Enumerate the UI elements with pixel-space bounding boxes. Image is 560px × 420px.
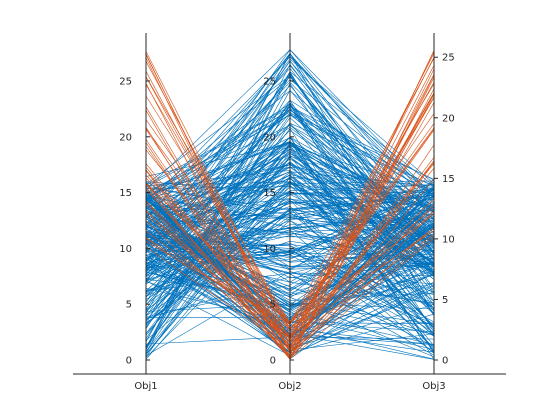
tick-label: 15: [442, 174, 455, 185]
category-label-obj1: Obj1: [134, 381, 157, 392]
tick-label: 10: [263, 244, 276, 255]
tick-label: 0: [442, 356, 448, 367]
tick-label: 0: [270, 356, 276, 367]
category-label-obj3: Obj3: [422, 381, 445, 392]
tick-label: 10: [442, 234, 455, 245]
tick-label: 20: [442, 113, 455, 124]
tick-label: 20: [263, 132, 276, 143]
tick-label: 5: [270, 300, 276, 311]
tick-label: 10: [119, 244, 132, 255]
category-labels: Obj1 Obj2 Obj3: [134, 370, 446, 392]
tick-label: 25: [119, 76, 132, 87]
tick-label: 15: [263, 188, 276, 199]
tick-label: 25: [442, 53, 455, 64]
axes-layer: 0 5 10 15 20 25 0 5 10 15 20 25 0 5 10 15 20 25: [119, 33, 455, 374]
tick-label: 5: [126, 300, 132, 311]
tick-label: 20: [119, 132, 132, 143]
tick-label: 5: [442, 295, 448, 306]
tick-label: 25: [263, 76, 276, 87]
tick-label: 0: [126, 356, 132, 367]
tick-label: 15: [119, 188, 132, 199]
category-label-obj2: Obj2: [278, 381, 301, 392]
